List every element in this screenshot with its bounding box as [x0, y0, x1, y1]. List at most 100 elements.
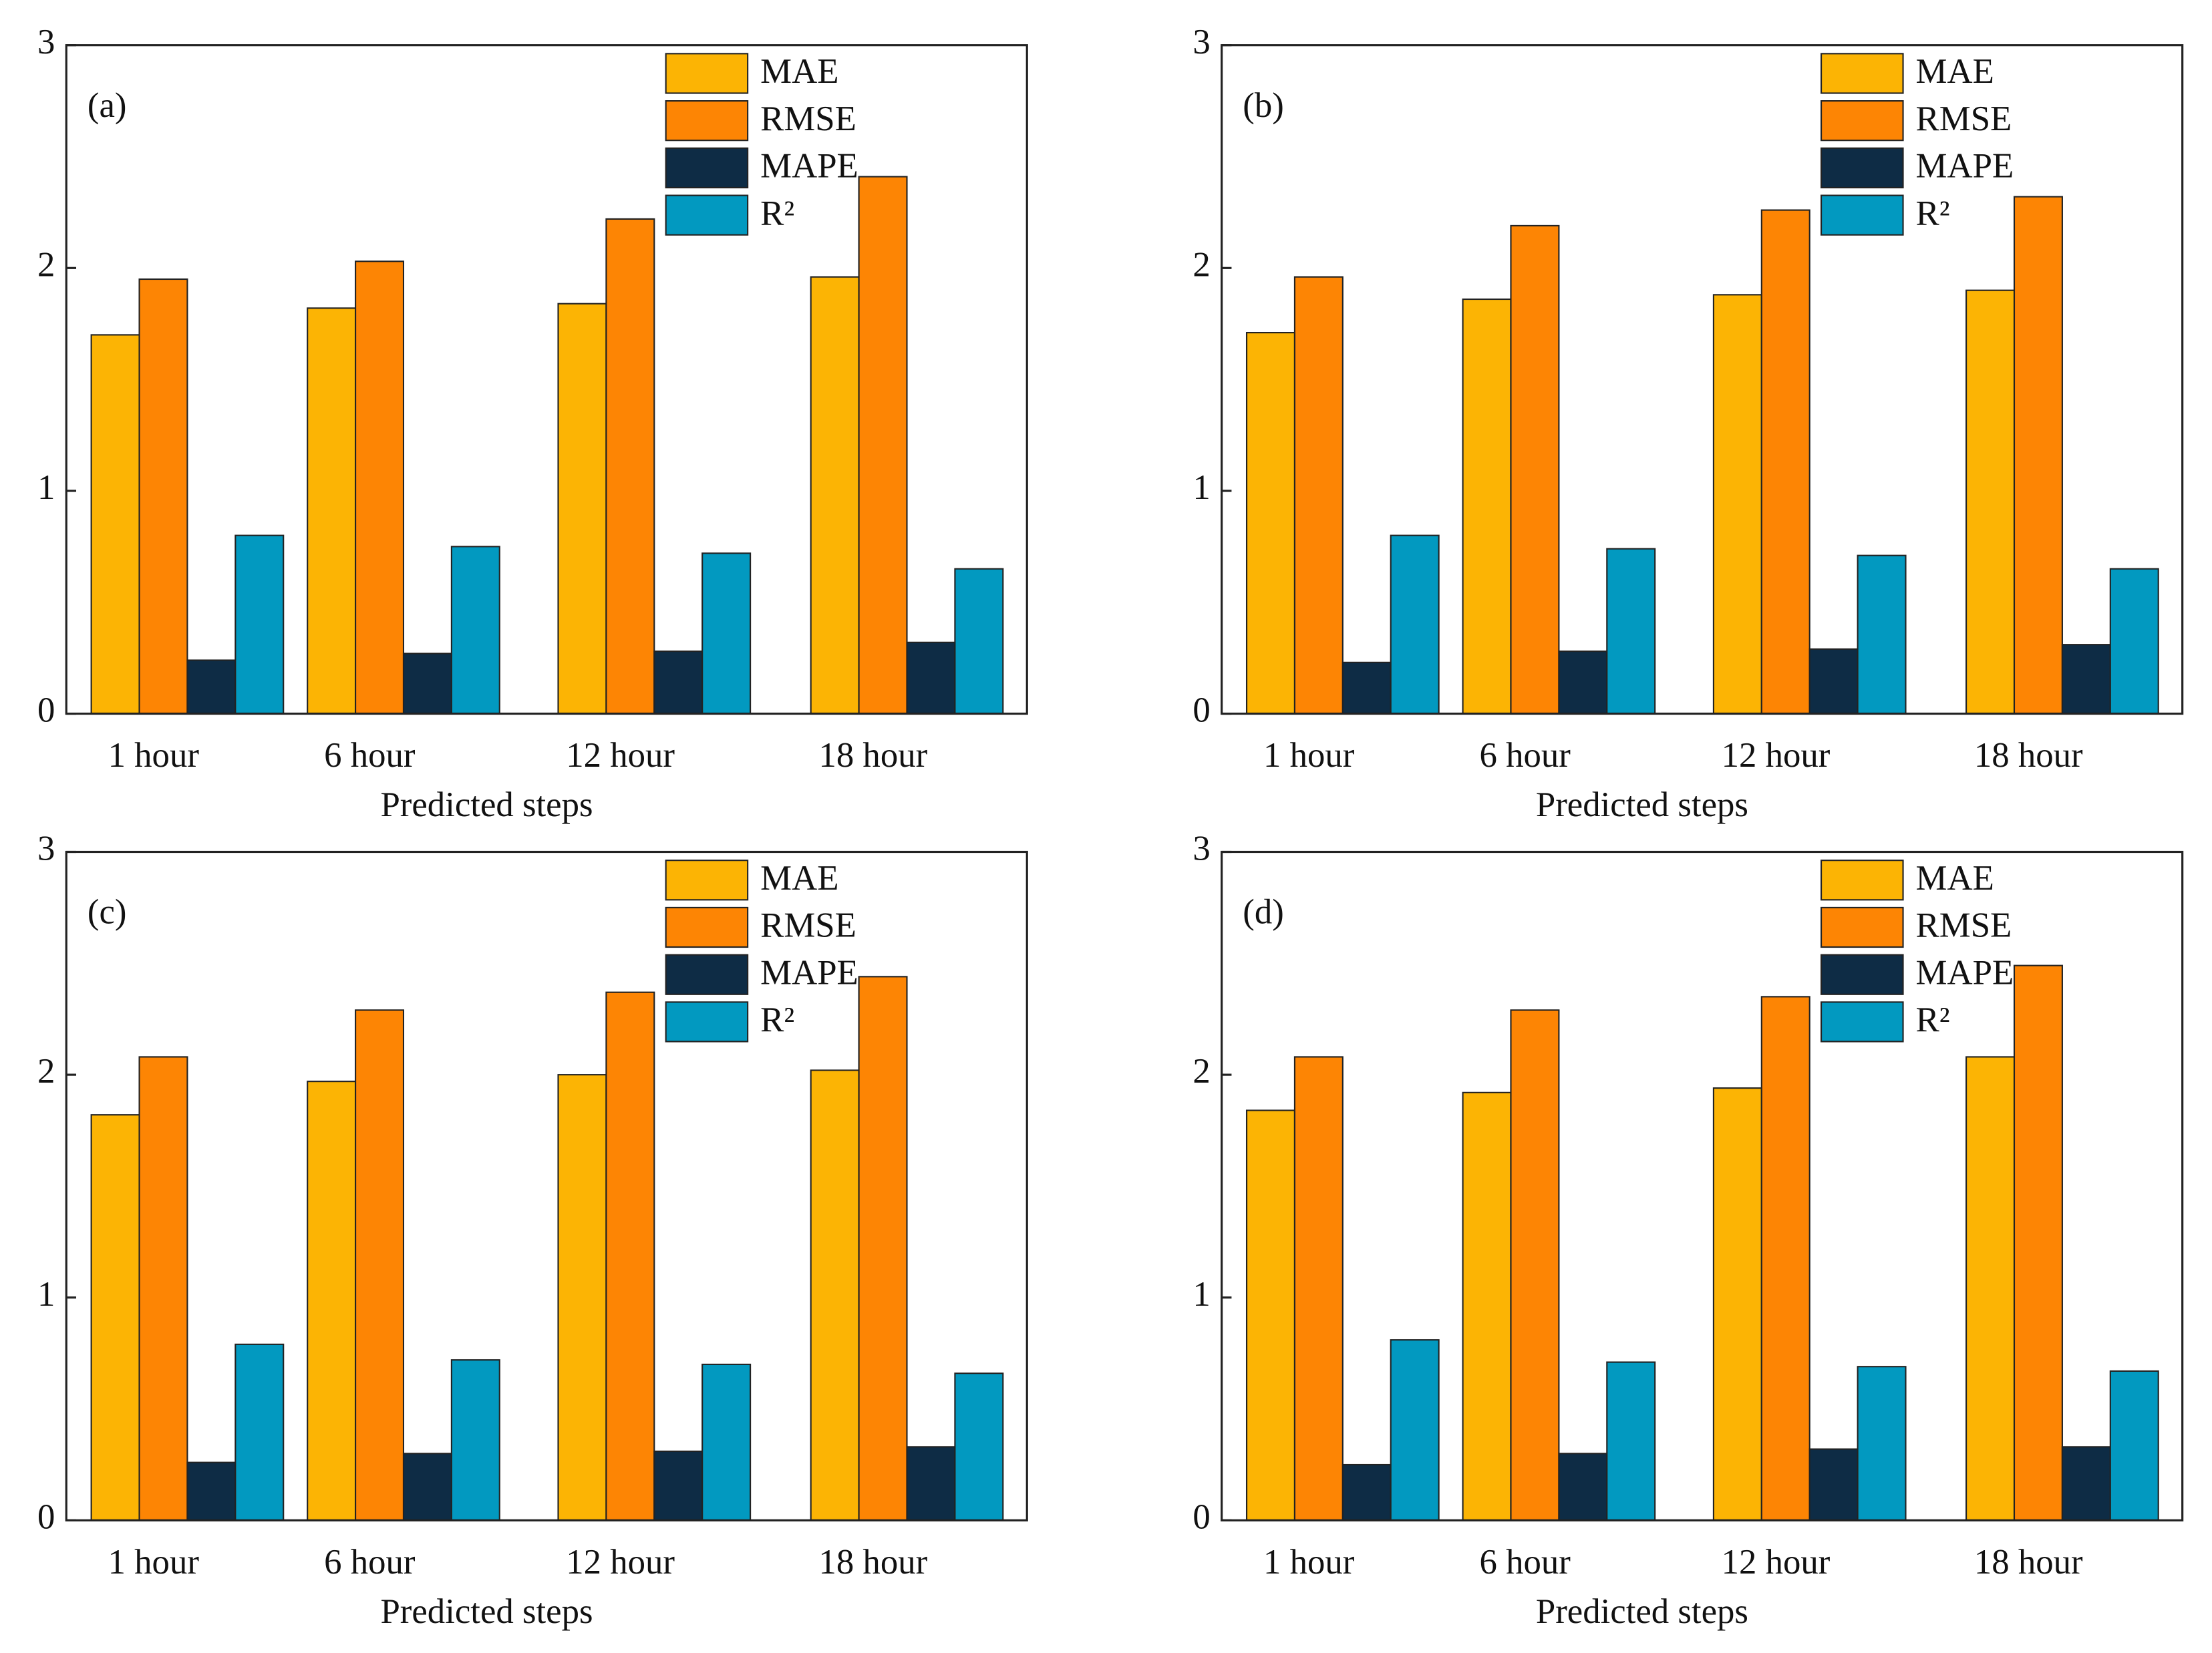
- bar: [858, 976, 908, 1521]
- legend-swatch: [1821, 860, 1904, 901]
- x-tick-label: 18 hour: [818, 736, 927, 775]
- bar: [138, 1056, 188, 1521]
- y-tick-label: 1: [37, 1275, 55, 1314]
- x-tick-label: 12 hour: [1722, 1543, 1831, 1582]
- bar: [90, 1114, 140, 1521]
- bar: [653, 1450, 703, 1521]
- legend-swatch: [1821, 906, 1904, 948]
- bar: [1462, 1091, 1512, 1521]
- bar: [355, 1009, 405, 1521]
- y-tick-label: 0: [1193, 691, 1210, 730]
- legend-label: MAE: [760, 52, 838, 91]
- bar: [1606, 1361, 1656, 1521]
- bar: [355, 260, 405, 715]
- x-tick-label: 6 hour: [1480, 1543, 1571, 1582]
- bar: [1293, 1056, 1344, 1521]
- bar: [557, 303, 607, 715]
- x-tick-label: 1 hour: [1263, 1543, 1355, 1582]
- bar: [1760, 209, 1810, 715]
- bar: [186, 659, 236, 715]
- y-tick-label: 1: [1193, 468, 1210, 507]
- bar: [858, 176, 908, 715]
- x-tick-label: 12 hour: [566, 1543, 675, 1582]
- bar: [2109, 568, 2159, 715]
- legend-swatch: [1821, 53, 1904, 94]
- legend-label: RMSE: [1916, 100, 2012, 138]
- bar: [906, 1446, 956, 1521]
- panel-label: (b): [1243, 86, 1284, 125]
- y-tick-label: 2: [1193, 245, 1210, 284]
- plot-frame: [1221, 850, 2184, 1521]
- bar: [954, 568, 1004, 715]
- legend-label: RMSE: [1916, 906, 2012, 945]
- bar: [1341, 661, 1392, 715]
- bar: [1462, 298, 1512, 715]
- panel-label: (d): [1243, 893, 1284, 932]
- y-tick-label: 3: [37, 23, 55, 61]
- bar: [1808, 648, 1859, 715]
- bar: [1510, 1009, 1560, 1521]
- legend-label: MAPE: [760, 147, 858, 186]
- legend-swatch: [665, 100, 749, 142]
- legend-label: RMSE: [760, 100, 856, 138]
- plot-frame: [1221, 44, 2184, 715]
- bar: [450, 1359, 500, 1521]
- x-axis-label: Predicted steps: [1536, 1592, 1748, 1631]
- legend-swatch: [1821, 100, 1904, 142]
- x-tick-label: 6 hour: [324, 1543, 416, 1582]
- bar: [1558, 1453, 1608, 1521]
- bar: [701, 552, 752, 715]
- legend-label: MAPE: [1916, 953, 2014, 992]
- bar: [1245, 1109, 1295, 1521]
- bar: [2061, 644, 2111, 715]
- bar: [810, 276, 860, 715]
- bar: [1712, 294, 1762, 715]
- legend-swatch: [1821, 954, 1904, 995]
- x-tick-label: 12 hour: [566, 736, 675, 775]
- bar: [605, 218, 655, 715]
- bar: [450, 546, 500, 715]
- legend-label: R²: [760, 194, 794, 232]
- bar: [1965, 1056, 2016, 1521]
- bar: [653, 651, 703, 715]
- y-tick-label: 1: [1193, 1275, 1210, 1314]
- bar: [2061, 1446, 2111, 1521]
- x-tick-label: 1 hour: [1263, 736, 1355, 775]
- bar: [1857, 554, 1907, 715]
- bar: [2013, 964, 2063, 1521]
- legend-label: R²: [760, 1000, 794, 1039]
- x-tick-label: 18 hour: [1974, 736, 2083, 775]
- legend-swatch: [665, 860, 749, 901]
- y-tick-label: 2: [37, 245, 55, 284]
- bar: [1808, 1448, 1859, 1521]
- panel-label: (a): [88, 86, 127, 125]
- bar: [1712, 1087, 1762, 1521]
- legend-swatch: [1821, 194, 1904, 236]
- bar: [2013, 196, 2063, 715]
- x-tick-label: 1 hour: [108, 736, 200, 775]
- legend-label: MAE: [1916, 52, 1994, 91]
- y-tick-label: 3: [1193, 830, 1210, 868]
- bar: [557, 1074, 607, 1521]
- bar: [1510, 224, 1560, 715]
- bar: [810, 1069, 860, 1521]
- bar: [307, 307, 357, 715]
- bar: [234, 1343, 285, 1521]
- bar: [1606, 548, 1656, 715]
- legend-label: MAPE: [760, 953, 858, 992]
- legend-label: MAPE: [1916, 147, 2014, 186]
- bar: [1558, 651, 1608, 715]
- legend-swatch: [665, 147, 749, 188]
- y-tick-label: 1: [37, 468, 55, 507]
- x-tick-label: 12 hour: [1722, 736, 1831, 775]
- bar: [605, 991, 655, 1521]
- legend-swatch: [1821, 1001, 1904, 1043]
- bar: [234, 534, 285, 715]
- x-tick-label: 6 hour: [1480, 736, 1571, 775]
- bar: [186, 1461, 236, 1521]
- y-tick-label: 2: [1193, 1052, 1210, 1091]
- bar: [1293, 276, 1344, 715]
- bar: [954, 1372, 1004, 1521]
- x-axis-label: Predicted steps: [380, 785, 593, 824]
